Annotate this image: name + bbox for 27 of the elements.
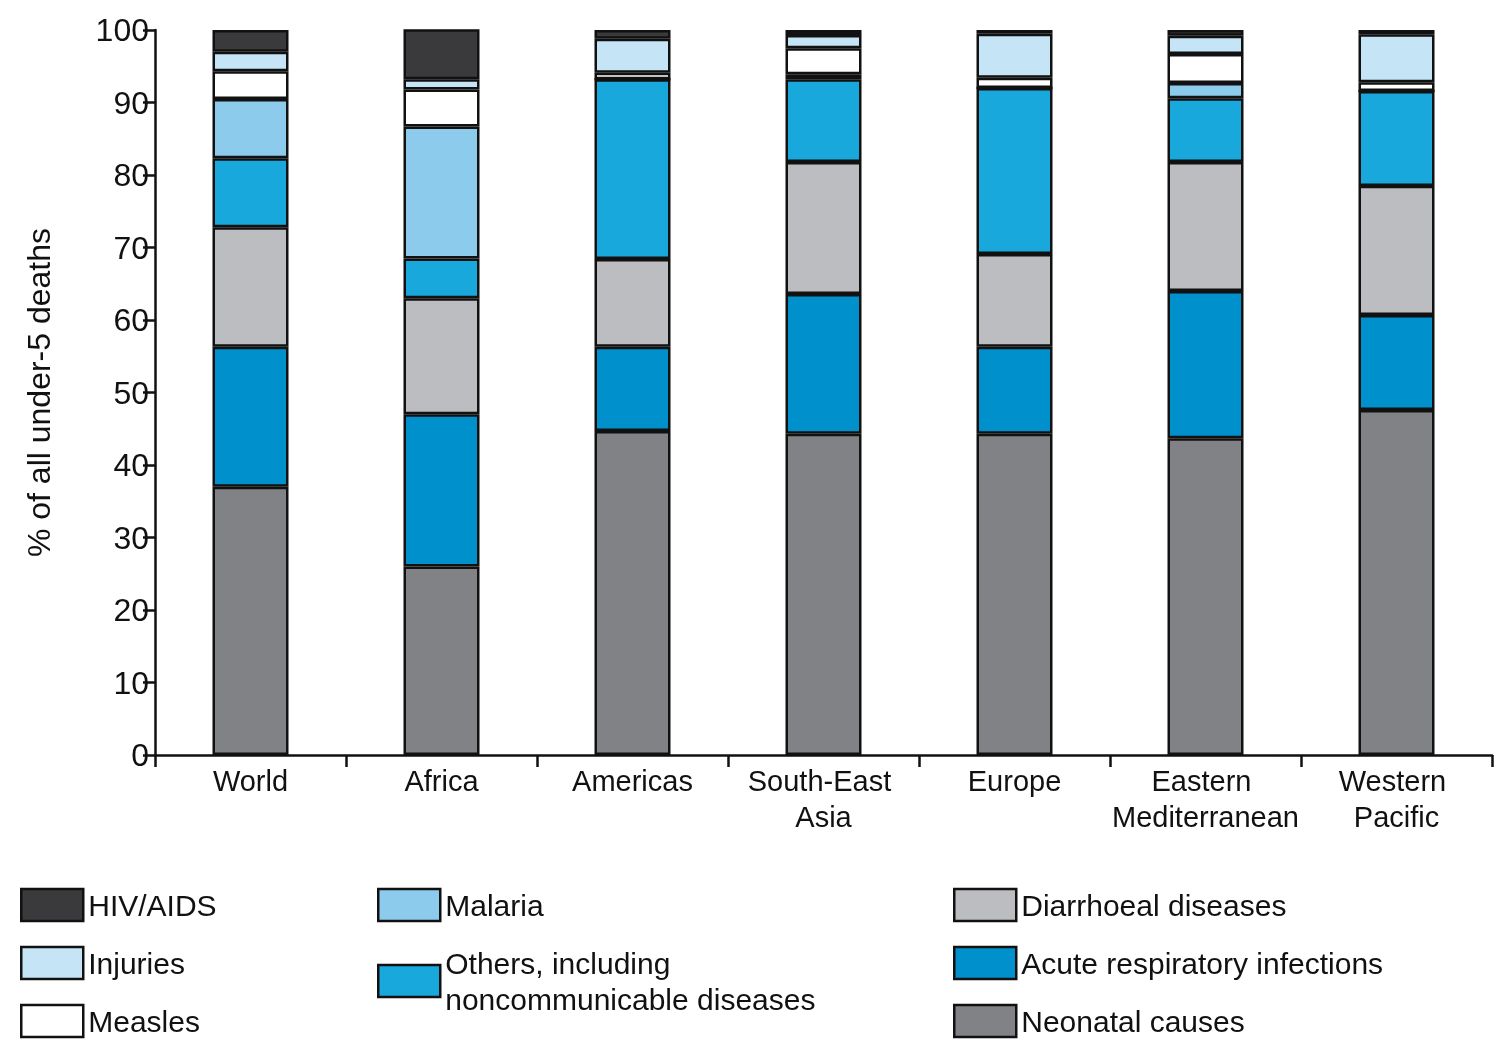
y-tick-label: 0 (131, 737, 149, 773)
x-tick-label: World (212, 765, 289, 797)
y-tick-label: 80 (113, 157, 149, 193)
x-tick-label: Europe (967, 765, 1062, 797)
y-tick-label: 50 (113, 374, 149, 411)
legend-label: Acute respiratory infections (1021, 946, 1384, 980)
legend-label: Others, including noncommunicable diseases (445, 946, 816, 1016)
y-axis-title: % of all under-5 deaths (21, 227, 57, 558)
x-tick-label: South-East Asia (747, 765, 900, 833)
legend-label: Neonatal causes (1021, 1004, 1245, 1038)
legend-label: Malaria (445, 888, 544, 922)
x-tick-label: Americas (572, 765, 693, 797)
legend-label: Measles (88, 1004, 200, 1038)
y-tick-label: 20 (113, 592, 149, 628)
y-tick-label: 40 (113, 447, 149, 483)
y-tick-label: 100 (95, 12, 149, 48)
legend-label: HIV/AIDS (88, 888, 217, 922)
y-tick-label: 70 (113, 229, 149, 266)
x-tick-label: Eastern Mediterranean (1112, 765, 1299, 833)
legend-label: Diarrhoeal diseases (1021, 888, 1287, 922)
y-tick-label: 90 (113, 84, 149, 121)
y-tick-label: 60 (113, 302, 149, 338)
x-tick-label: Western Pacific (1338, 765, 1455, 833)
legend-label: Injuries (88, 946, 185, 980)
y-tick-label: 10 (113, 664, 149, 701)
x-tick-label: Africa (404, 765, 480, 797)
y-tick-label: 30 (113, 519, 149, 556)
